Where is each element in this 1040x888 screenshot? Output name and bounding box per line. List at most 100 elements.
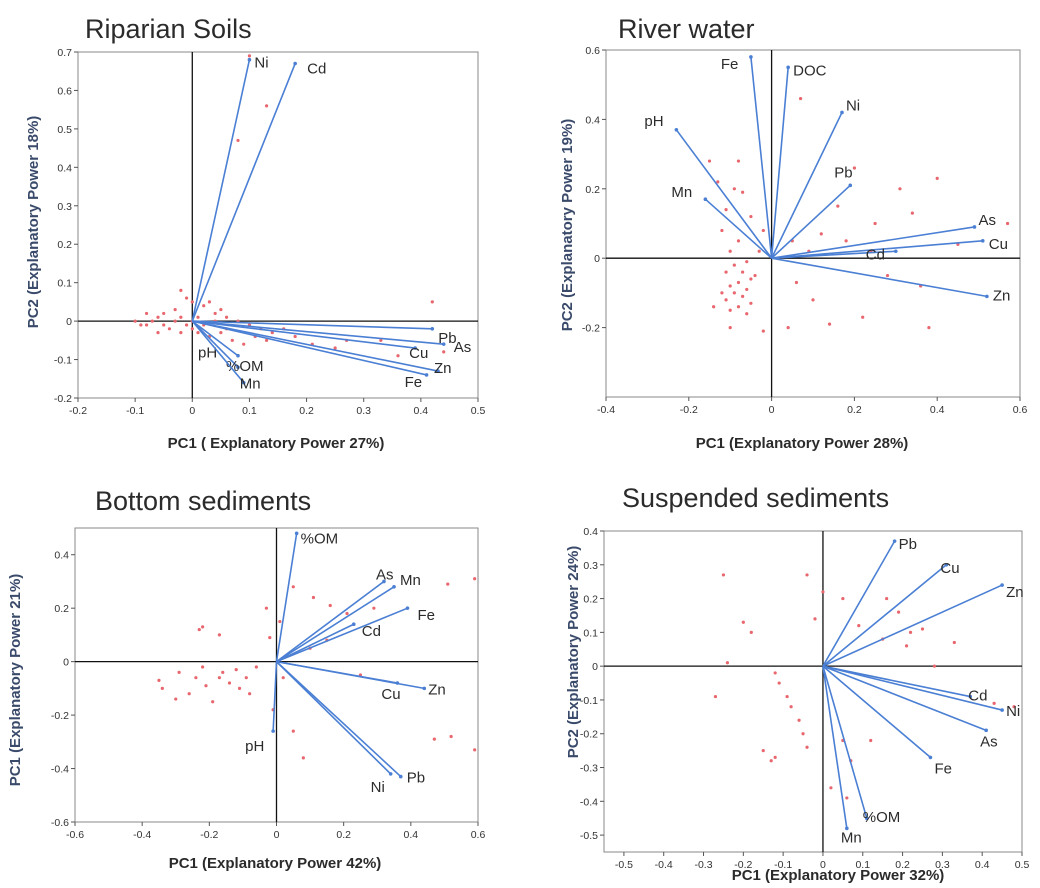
x-axis-label: PC1 (Explanatory Power 42%) — [169, 855, 382, 872]
y-tick-label: 0 — [66, 316, 72, 328]
data-point — [745, 260, 749, 264]
y-tick-label: 0 — [594, 253, 600, 265]
data-point — [732, 187, 736, 191]
data-point — [156, 331, 160, 335]
plot-area: -0.2 -0.1 0 0.1 0.2 0.3 0.4 0.5 -0.2 -0.1 0 0.1 0.2 0… — [54, 47, 486, 417]
plot-area: -0.6 -0.4 -0.2 0 0.2 0.4 0.6 -0.6 -0.4 -0.2 0 0.2 0.… — [51, 527, 485, 841]
data-point — [173, 307, 177, 312]
data-point — [213, 311, 217, 316]
loading-vector-as — [192, 320, 444, 345]
data-point — [720, 228, 724, 233]
data-point — [430, 300, 434, 304]
vector-tip — [972, 225, 977, 229]
loading-vector-ni — [822, 665, 1003, 711]
data-point — [291, 729, 295, 733]
data-point — [769, 759, 773, 763]
loading-vector-as — [771, 226, 975, 259]
y-tick-label: -0.5 — [580, 830, 598, 842]
data-point — [281, 676, 285, 680]
data-point — [473, 577, 477, 581]
vector-label: Fe — [934, 760, 952, 777]
data-point — [716, 180, 720, 184]
vector-label: Zn — [993, 287, 1011, 304]
y-tick-label: 0.2 — [585, 184, 600, 196]
x-tick-label: 0.1 — [855, 859, 870, 871]
y-tick-label: 0.4 — [57, 162, 72, 174]
data-point — [732, 263, 736, 267]
vector-label: Cu — [409, 345, 428, 362]
data-point — [920, 627, 925, 631]
data-point — [442, 350, 446, 354]
vector-tip — [351, 622, 356, 627]
vector-label: Cd — [362, 623, 381, 640]
vector-tip — [980, 239, 985, 243]
panel-riparian-soils: Riparian Soils PC2 (Explanatory Power 18… — [25, 14, 485, 452]
vector-tip — [864, 816, 869, 821]
data-point — [753, 273, 757, 278]
data-point — [194, 676, 198, 680]
data-point — [207, 300, 212, 304]
loading-vector-mn — [276, 586, 395, 663]
y-axis-label: PC2 (Explanatory Power 19%) — [559, 119, 576, 332]
data-point — [248, 692, 252, 696]
plot-frame — [603, 530, 1023, 853]
x-tick-label: 0 — [274, 829, 280, 841]
data-point — [745, 312, 749, 316]
loading-vector-cd — [276, 623, 355, 663]
x-tick-label: 0.5 — [1015, 859, 1030, 871]
data-point — [301, 756, 305, 760]
vector-tip — [392, 585, 396, 589]
data-point — [236, 138, 240, 143]
data-point — [713, 694, 718, 699]
vector-tip — [441, 342, 446, 346]
data-point — [196, 331, 200, 335]
data-point — [196, 315, 200, 319]
y-tick-label: -0.2 — [54, 393, 72, 405]
vector-label: Zn — [428, 681, 446, 698]
panel-suspended-sediments: Suspended sediments PC2 (Explanatory Pow… — [565, 483, 1029, 884]
vector-label: %OM — [226, 358, 264, 375]
vector-label: Fe — [417, 607, 435, 624]
data-point — [813, 617, 817, 621]
data-point — [217, 676, 222, 680]
x-tick-label: 0.4 — [975, 859, 990, 871]
y-tick-label: 0.3 — [583, 560, 598, 572]
data-point — [156, 315, 160, 319]
loading-vector-doc — [770, 67, 789, 259]
data-point — [217, 633, 222, 637]
x-tick-label: -0.3 — [694, 859, 712, 871]
vector-label: Ni — [1006, 703, 1020, 720]
vector-tip — [241, 380, 246, 385]
data-point — [449, 734, 453, 739]
data-point — [773, 671, 777, 675]
x-tick-label: -0.2 — [69, 405, 87, 417]
data-point — [173, 319, 177, 323]
data-point — [177, 670, 181, 674]
x-tick-label: 0 — [820, 859, 826, 871]
plot-frame — [605, 49, 1021, 398]
loading-vector-cu — [771, 240, 983, 259]
loading-vector-cd — [771, 250, 896, 259]
data-point — [728, 326, 732, 330]
vector-label: DOC — [793, 62, 827, 79]
x-tick-label: 0.2 — [847, 404, 862, 416]
x-tick-label: 0.3 — [935, 859, 950, 871]
data-point — [211, 700, 215, 704]
data-point — [291, 585, 295, 589]
vector-label: Pb — [407, 770, 425, 787]
data-point — [221, 670, 225, 674]
y-tick-label: -0.2 — [51, 710, 69, 722]
vector-tip — [413, 346, 417, 350]
vector-label: Cu — [940, 560, 959, 577]
data-point — [254, 665, 258, 669]
data-point — [725, 661, 730, 665]
data-point — [757, 249, 761, 253]
vector-tip — [424, 373, 429, 377]
data-point — [896, 610, 901, 614]
data-point — [728, 308, 732, 312]
data-point — [264, 104, 269, 108]
chart-title: Bottom sediments — [95, 486, 311, 516]
data-point — [473, 748, 477, 752]
vector-tip — [430, 327, 435, 331]
